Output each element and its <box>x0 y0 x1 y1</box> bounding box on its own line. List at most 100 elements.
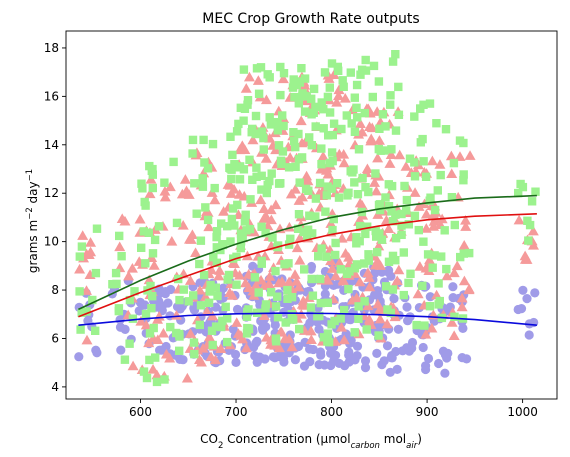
data-point <box>386 100 395 109</box>
data-point <box>188 135 198 145</box>
data-point <box>384 257 394 266</box>
data-point <box>448 282 458 292</box>
data-point <box>329 214 338 224</box>
data-point <box>248 175 257 184</box>
plot-area <box>74 50 540 387</box>
data-point <box>388 285 398 294</box>
data-point <box>144 228 153 237</box>
data-point <box>448 330 460 340</box>
data-point <box>410 112 419 121</box>
axis-label-part: CO <box>200 432 218 446</box>
data-point <box>265 73 274 82</box>
data-point <box>116 213 128 224</box>
data-point <box>265 176 274 186</box>
data-point <box>212 227 222 236</box>
data-point <box>311 194 321 203</box>
data-point <box>235 175 245 184</box>
data-point <box>211 302 221 312</box>
data-point <box>340 248 352 258</box>
data-point <box>412 288 424 299</box>
data-point <box>74 352 84 362</box>
data-point <box>400 181 409 191</box>
data-point <box>460 214 472 225</box>
data-point <box>397 230 406 239</box>
data-point <box>210 183 219 193</box>
data-point <box>160 375 169 384</box>
data-point <box>316 274 325 284</box>
axes: 600 700 800 900 1000 4 6 8 10 12 14 16 18 <box>44 30 558 419</box>
data-point <box>414 261 426 271</box>
data-point <box>139 367 149 376</box>
data-point <box>294 155 304 164</box>
data-point <box>410 172 420 181</box>
data-point <box>255 129 264 138</box>
data-point <box>283 333 295 344</box>
data-point <box>283 285 292 295</box>
data-point <box>252 172 261 181</box>
data-point <box>274 141 284 150</box>
data-point <box>128 314 138 323</box>
data-point <box>305 133 314 142</box>
data-point <box>352 103 361 112</box>
data-point <box>346 167 355 176</box>
data-point <box>364 121 376 132</box>
data-point <box>306 264 316 274</box>
data-point <box>273 292 282 301</box>
data-point <box>294 255 306 265</box>
data-point <box>212 258 221 267</box>
data-point <box>394 110 404 119</box>
data-point <box>336 265 345 274</box>
data-point <box>319 333 328 342</box>
data-point <box>273 277 285 288</box>
data-point <box>362 325 371 334</box>
data-point <box>320 266 330 277</box>
data-point <box>77 308 86 317</box>
data-point <box>346 68 355 77</box>
data-point <box>418 134 427 144</box>
data-point <box>150 235 160 245</box>
data-point <box>320 289 330 299</box>
data-point <box>222 179 234 189</box>
data-point <box>279 121 288 131</box>
data-point <box>218 240 228 250</box>
data-point <box>393 324 403 334</box>
data-point <box>257 222 266 231</box>
data-point <box>218 316 227 325</box>
data-point <box>323 73 335 83</box>
data-point <box>189 338 199 347</box>
data-point <box>361 183 370 192</box>
data-point <box>141 309 151 319</box>
data-point <box>297 64 306 73</box>
data-point <box>75 287 84 296</box>
data-point <box>307 274 316 284</box>
y-tick-label: 16 <box>44 89 59 103</box>
data-point <box>261 228 270 238</box>
data-point <box>283 294 292 303</box>
data-point <box>328 130 337 140</box>
data-point <box>226 132 235 141</box>
data-point <box>391 256 400 265</box>
data-point <box>353 113 362 122</box>
data-point <box>456 301 468 312</box>
data-point <box>331 97 343 107</box>
data-point <box>361 229 370 239</box>
data-point <box>172 218 182 228</box>
data-point <box>209 253 218 262</box>
data-point <box>271 266 280 276</box>
data-point <box>194 354 206 364</box>
data-point <box>127 360 139 371</box>
data-point <box>457 353 467 363</box>
data-point <box>436 170 445 180</box>
data-point <box>159 185 171 196</box>
data-point <box>414 225 423 235</box>
data-point <box>293 281 305 292</box>
data-point <box>92 224 102 233</box>
y-tick-label: 4 <box>51 380 59 394</box>
data-point <box>314 324 324 334</box>
data-point <box>293 224 303 233</box>
data-point <box>223 337 232 347</box>
data-point <box>146 281 155 291</box>
data-point <box>344 284 353 294</box>
data-point <box>311 122 320 131</box>
data-point <box>391 126 401 135</box>
